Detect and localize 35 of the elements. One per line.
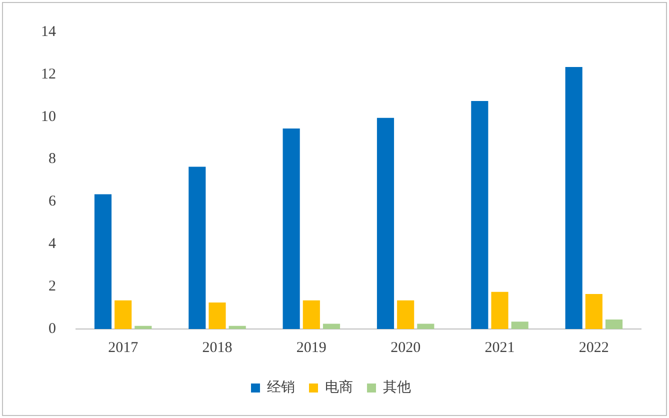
bar: [188, 166, 206, 329]
bar: [511, 322, 528, 329]
y-tick-label: 0: [48, 320, 56, 337]
bar: [605, 319, 623, 329]
bar: [134, 326, 152, 329]
x-tick-label: 2021: [484, 340, 515, 356]
x-tick-label: 2019: [296, 340, 326, 356]
x-tick-label: 2017: [108, 340, 139, 356]
bar: [565, 67, 582, 329]
legend-label: 其他: [383, 380, 411, 396]
y-tick-label: 6: [48, 194, 56, 210]
bar: [94, 194, 112, 329]
bar: [114, 300, 132, 329]
x-tick-label: 2020: [390, 340, 421, 356]
bar: [282, 128, 300, 329]
x-tick-label: 2018: [202, 340, 232, 356]
bar: [208, 302, 226, 329]
y-tick-label: 4: [48, 236, 56, 252]
y-tick-label: 2: [48, 278, 56, 295]
legend-label: 经销: [267, 380, 295, 396]
y-tick-label: 10: [41, 108, 56, 125]
y-tick-label: 8: [48, 151, 56, 168]
y-tick-label: 14: [41, 24, 56, 40]
bar: [471, 100, 488, 329]
bar: [376, 118, 394, 329]
legend-label: 电商: [325, 380, 353, 396]
bar: [228, 326, 246, 329]
bar: [302, 300, 320, 329]
bar: [491, 292, 508, 329]
y-tick-label: 12: [41, 66, 56, 82]
bar: [417, 324, 434, 329]
bar: [585, 294, 602, 329]
bar: [397, 300, 414, 329]
x-tick-label: 2022: [578, 340, 609, 356]
bar: [322, 324, 340, 329]
